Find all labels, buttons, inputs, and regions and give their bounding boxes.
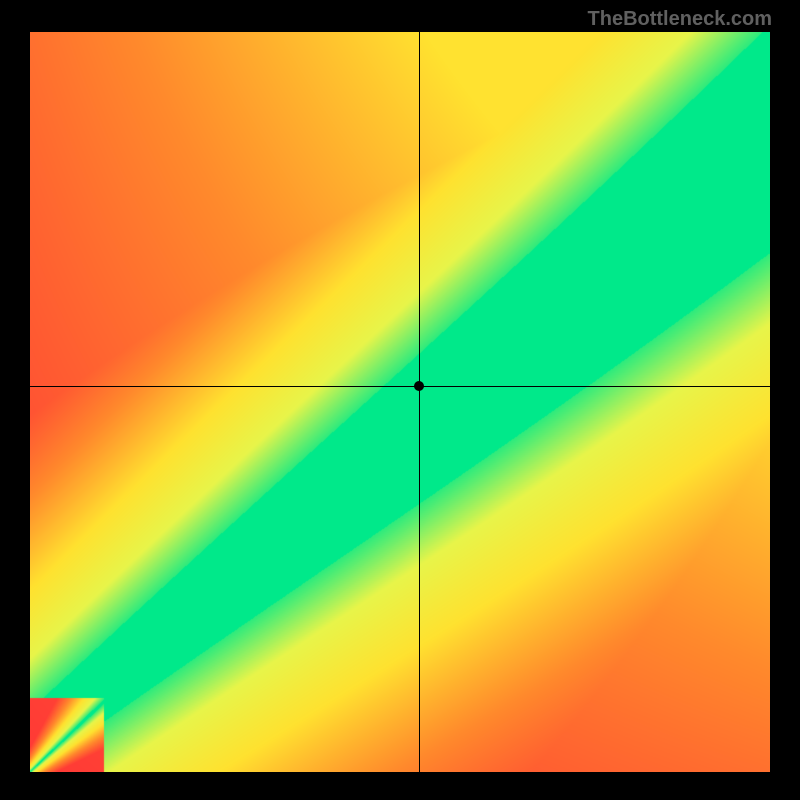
crosshair-horizontal xyxy=(30,386,770,387)
heatmap-plot xyxy=(30,32,770,772)
data-point-marker xyxy=(414,381,424,391)
watermark-text: TheBottleneck.com xyxy=(588,8,772,31)
heatmap-canvas xyxy=(30,32,770,772)
crosshair-vertical xyxy=(419,32,420,772)
chart-container: TheBottleneck.com xyxy=(0,0,800,800)
